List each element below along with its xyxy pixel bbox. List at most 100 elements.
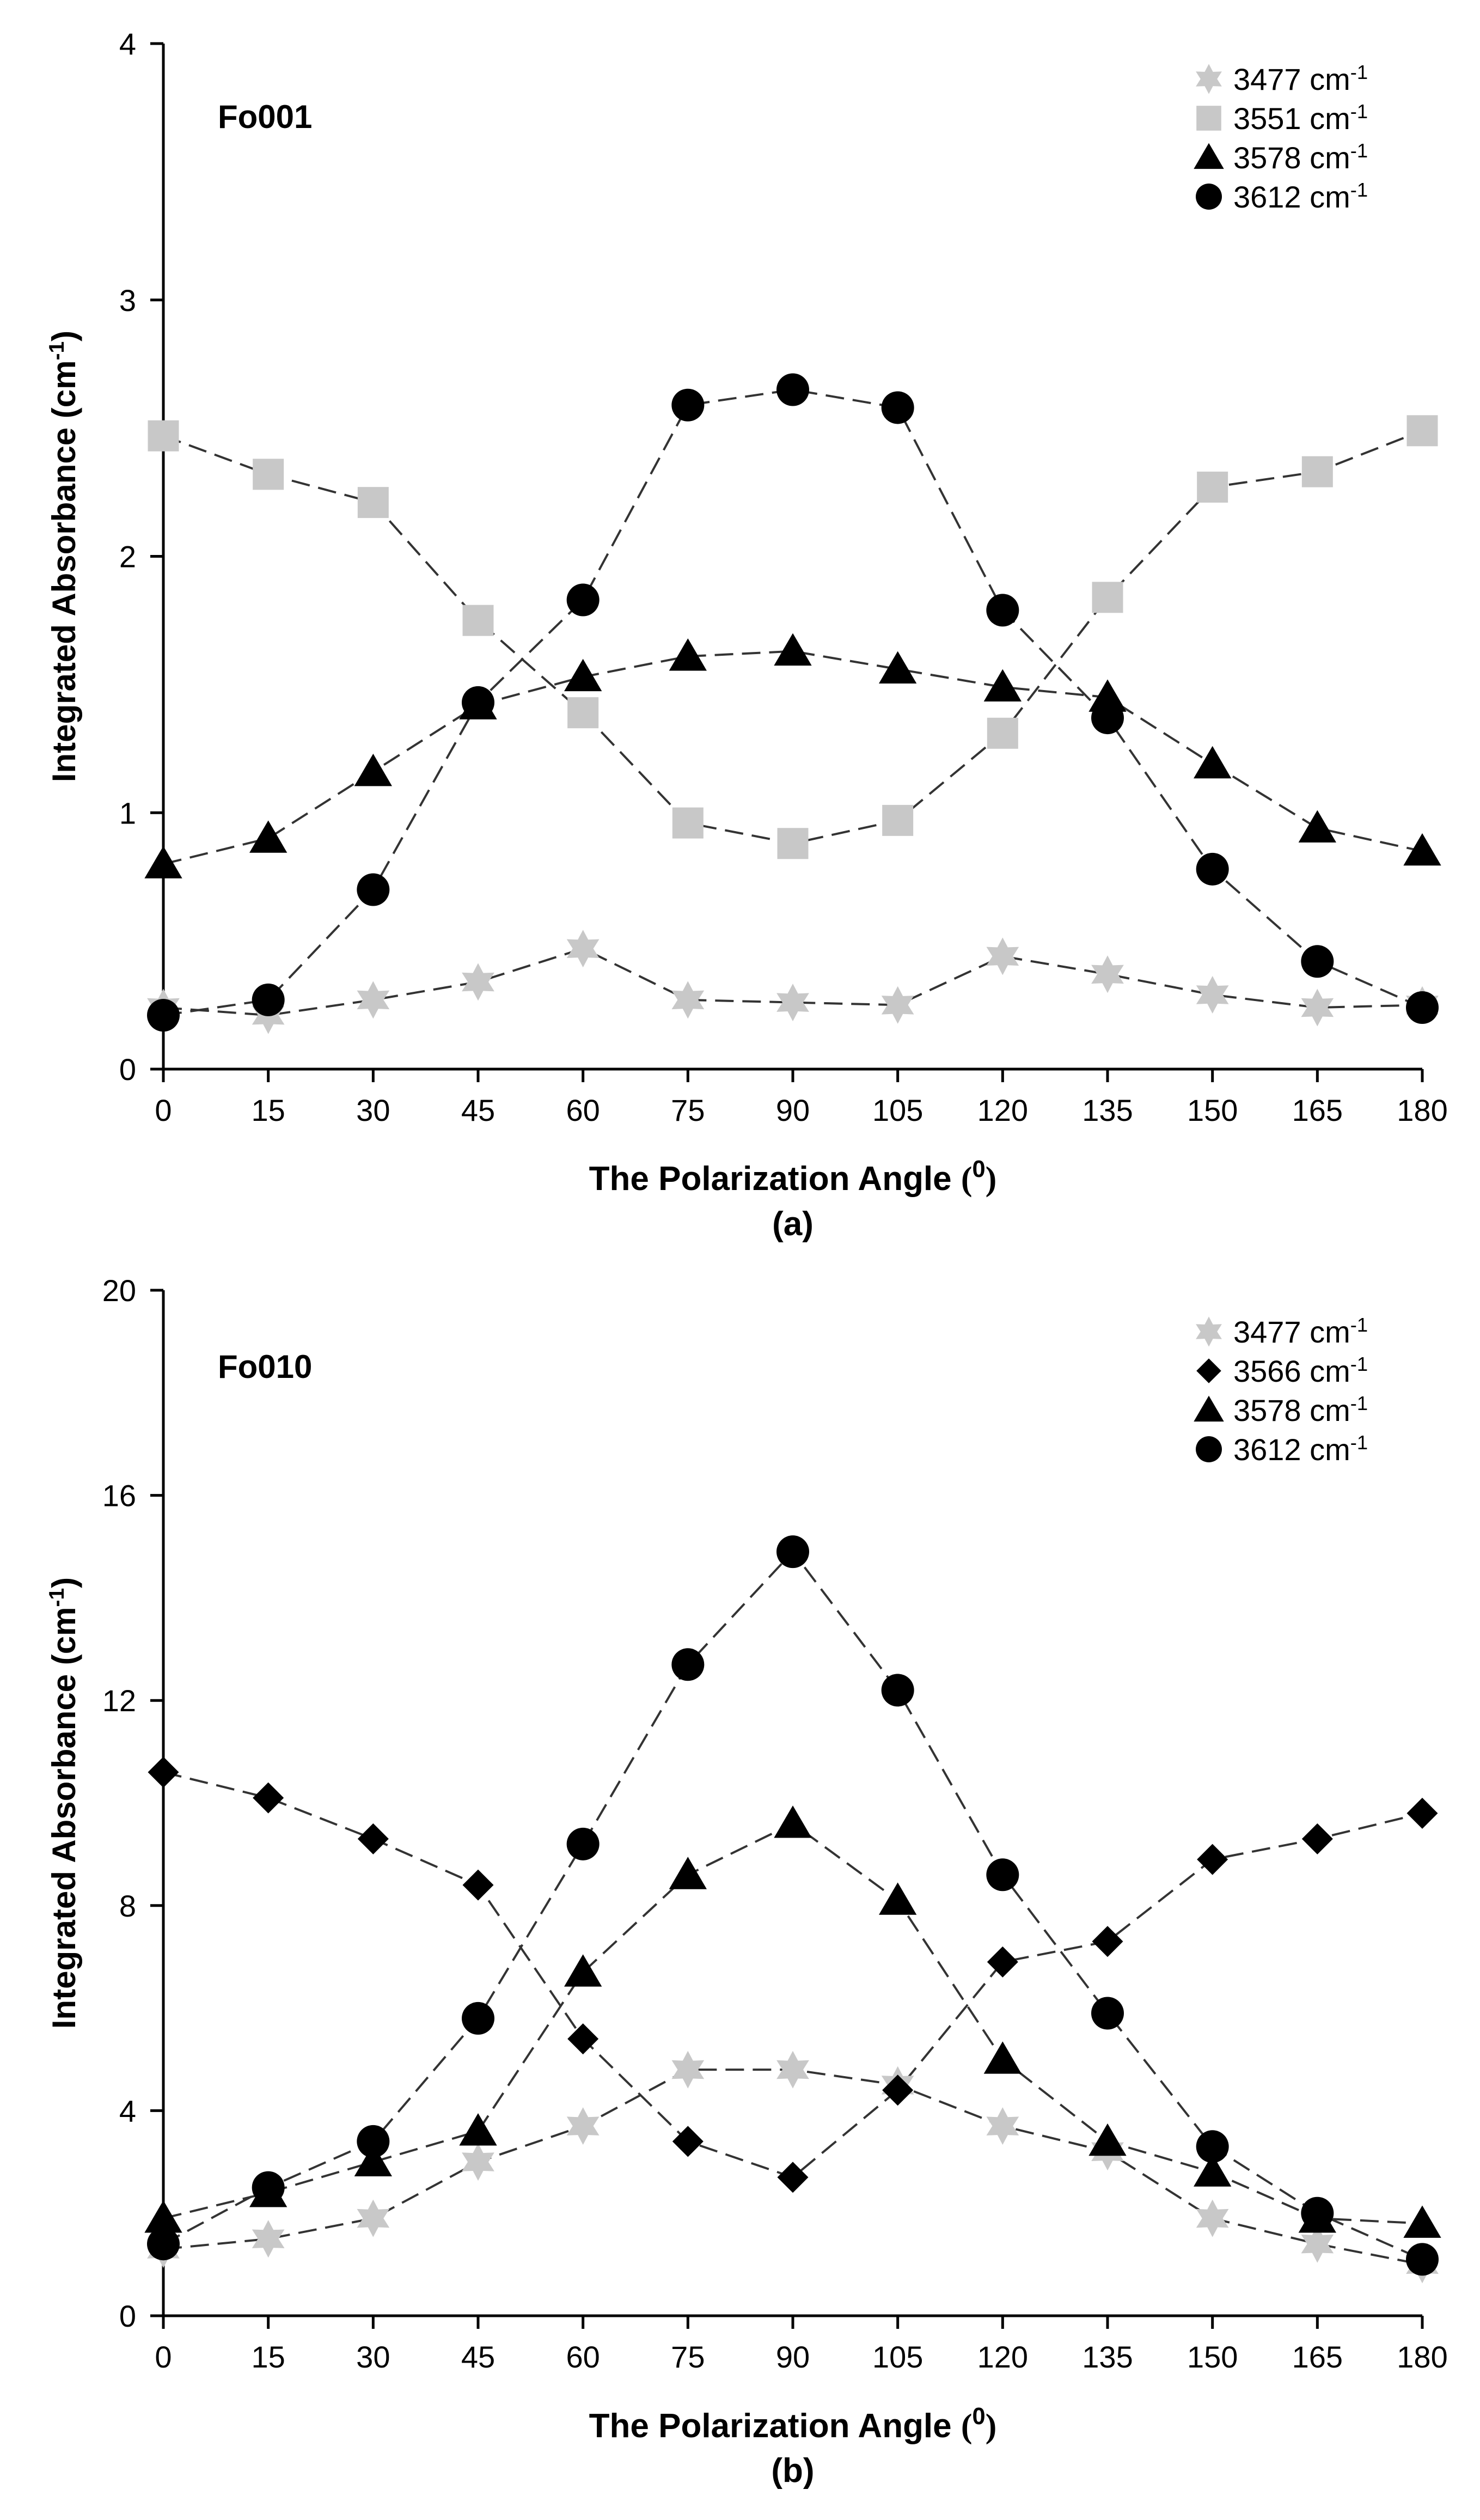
sample-label: Fo010 bbox=[218, 1349, 312, 1385]
data-point bbox=[462, 1869, 494, 1901]
y-tick-label: 2 bbox=[119, 540, 136, 574]
x-tick-label: 165 bbox=[1292, 2340, 1343, 2374]
data-point bbox=[776, 373, 809, 406]
legend-label: 3612 cm-1 bbox=[1233, 179, 1368, 215]
data-point bbox=[881, 986, 914, 1024]
x-tick-label: 15 bbox=[252, 2340, 285, 2374]
data-point bbox=[253, 459, 284, 490]
y-tick-label: 8 bbox=[119, 1889, 136, 1923]
x-tick-label: 135 bbox=[1082, 1093, 1133, 1127]
x-tick-label: 165 bbox=[1292, 1093, 1343, 1127]
series-diamond bbox=[148, 1756, 1438, 2193]
data-point bbox=[253, 1782, 284, 1814]
data-point bbox=[1406, 415, 1438, 447]
data-point bbox=[1301, 945, 1334, 978]
sample-label: Fo001 bbox=[218, 99, 312, 135]
y-tick-label: 4 bbox=[119, 2094, 136, 2128]
legend-marker bbox=[1196, 64, 1222, 94]
x-tick-label: 30 bbox=[356, 2340, 390, 2374]
data-point bbox=[774, 633, 812, 666]
x-tick-label: 150 bbox=[1187, 1093, 1238, 1127]
data-point bbox=[672, 807, 704, 839]
x-tick-label: 105 bbox=[872, 1093, 923, 1127]
data-point bbox=[462, 963, 494, 1001]
data-point bbox=[1403, 833, 1441, 866]
data-point bbox=[1088, 679, 1127, 712]
data-point bbox=[986, 1858, 1019, 1891]
data-point bbox=[1298, 810, 1336, 843]
data-point bbox=[879, 1882, 917, 1915]
data-point bbox=[567, 697, 599, 729]
data-point bbox=[249, 820, 288, 853]
data-point bbox=[1091, 1997, 1124, 2030]
panel-b: 0 4 8 12 16 20 0 15 30 45 60 75 90 105 120 135 150 165 180… bbox=[45, 1273, 1448, 2490]
data-point bbox=[252, 983, 285, 1016]
data-point bbox=[1091, 955, 1124, 993]
x-tick-label: 120 bbox=[977, 1093, 1028, 1127]
data-point bbox=[1406, 991, 1439, 1024]
y-tick-label: 3 bbox=[119, 283, 136, 318]
data-point bbox=[459, 2113, 497, 2146]
data-point bbox=[774, 1805, 812, 1838]
data-point bbox=[1197, 471, 1228, 503]
data-point bbox=[1301, 456, 1333, 487]
legend-label: 3578 cm-1 bbox=[1233, 1392, 1368, 1428]
legend-marker bbox=[1196, 1358, 1221, 1383]
series-star bbox=[147, 930, 1439, 1034]
y-tick-label: 0 bbox=[119, 1052, 136, 1087]
y-tick-label: 0 bbox=[119, 2299, 136, 2333]
y-axis-label: Integrated Absorbance (cm-1) bbox=[45, 331, 83, 782]
data-point bbox=[983, 669, 1022, 701]
series-triangle bbox=[144, 633, 1441, 878]
data-point bbox=[144, 846, 182, 878]
series-circle bbox=[147, 1535, 1439, 2276]
y-tick-label: 1 bbox=[119, 796, 136, 830]
data-point bbox=[776, 2051, 809, 2089]
data-point bbox=[462, 2143, 494, 2181]
series-line-circle bbox=[163, 1550, 1423, 2261]
x-tick-label: 45 bbox=[461, 2340, 495, 2374]
data-point bbox=[1197, 1844, 1228, 1875]
x-tick-label: 90 bbox=[776, 2340, 810, 2374]
data-point bbox=[252, 2171, 285, 2204]
data-point bbox=[987, 717, 1018, 749]
data-point bbox=[671, 1648, 705, 1681]
data-point bbox=[1196, 852, 1229, 886]
data-point bbox=[1092, 1926, 1123, 1957]
y-tick-label: 16 bbox=[102, 1479, 136, 1513]
data-point bbox=[252, 2220, 285, 2258]
data-point bbox=[357, 487, 389, 518]
data-point bbox=[881, 1674, 914, 1707]
legend-marker bbox=[1194, 1395, 1224, 1422]
data-point bbox=[1301, 989, 1334, 1027]
data-point bbox=[357, 873, 390, 906]
data-point bbox=[148, 1756, 179, 1788]
data-point bbox=[986, 594, 1019, 627]
x-tick-label: 90 bbox=[776, 1093, 810, 1127]
data-point bbox=[566, 930, 600, 968]
data-point bbox=[776, 1535, 809, 1569]
data-point bbox=[671, 388, 705, 422]
x-tick-label: 0 bbox=[155, 1093, 172, 1127]
x-tick-label: 30 bbox=[356, 1093, 390, 1127]
x-tick-label: 180 bbox=[1397, 2340, 1447, 2374]
data-point bbox=[987, 1946, 1018, 1978]
y-axis-label: Integrated Absorbance (cm-1) bbox=[45, 1577, 83, 2029]
data-point bbox=[357, 1823, 389, 1854]
data-point bbox=[147, 2228, 180, 2261]
data-point bbox=[1088, 2123, 1127, 2156]
legend-marker bbox=[1196, 1316, 1222, 1347]
x-tick-label: 120 bbox=[977, 2340, 1028, 2374]
data-point bbox=[1194, 2154, 1232, 2187]
y-tick-label: 4 bbox=[119, 27, 136, 61]
data-point bbox=[1301, 2196, 1334, 2230]
data-point bbox=[354, 2144, 392, 2176]
y-tick-label: 20 bbox=[102, 1273, 136, 1308]
x-tick-label: 45 bbox=[461, 1093, 495, 1127]
data-point bbox=[462, 686, 494, 719]
data-point bbox=[669, 638, 707, 671]
data-point bbox=[671, 981, 705, 1019]
